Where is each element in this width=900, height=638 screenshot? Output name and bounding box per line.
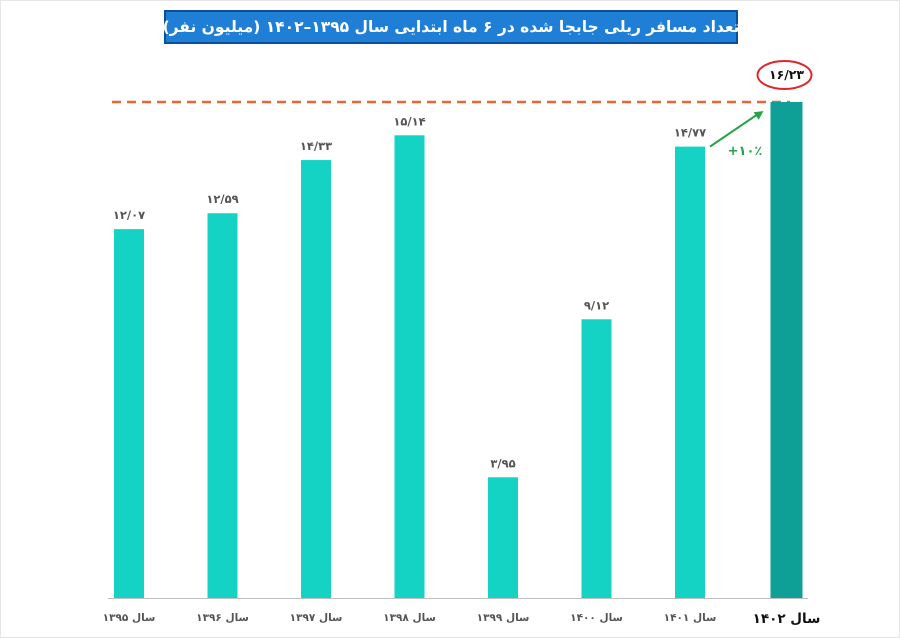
bar [114, 229, 144, 598]
bar [301, 160, 331, 598]
bar-value-label: ۱۵/۱۴ [393, 114, 425, 128]
highlight-bar [770, 102, 803, 598]
bar-value-label: ۱۲/۰۷ [113, 208, 145, 222]
growth-arrow-line [709, 112, 761, 148]
bar [207, 213, 238, 598]
bar-value-label: ۳/۹۵ [490, 456, 515, 470]
category-label: سال ۱۳۹۸ [383, 612, 436, 624]
highlight-category-label: سال ۱۴۰۲ [753, 611, 821, 627]
bar [394, 135, 425, 598]
bar [488, 477, 518, 598]
bar-value-label: ۱۲/۵۹ [206, 192, 238, 206]
category-label: سال ۱۳۹۵ [103, 612, 156, 624]
bar-value-label: ۱۴/۷۷ [674, 126, 706, 140]
growth-annotation: +۱۰٪ [728, 144, 763, 159]
title-banner: تعداد مسافر ریلی جابجا شده در ۶ ماه ابتد… [162, 10, 740, 44]
category-label: سال ۱۳۹۷ [290, 612, 343, 624]
highlight-value-label: ۱۶/۲۳ [769, 67, 804, 82]
bar [581, 319, 612, 598]
growth-arrow-head [753, 111, 764, 120]
category-label: سال ۱۳۹۶ [196, 612, 249, 624]
bar-value-label: ۹/۱۲ [584, 298, 609, 312]
bar-value-label: ۱۴/۳۳ [300, 139, 332, 153]
bar [675, 146, 705, 599]
chart-title: تعداد مسافر ریلی جابجا شده در ۶ ماه ابتد… [162, 18, 740, 36]
highlight-circle [756, 60, 813, 90]
category-label: سال ۱۴۰۱ [664, 612, 717, 624]
category-label: سال ۱۳۹۹ [477, 612, 530, 624]
category-label: سال ۱۴۰۰ [570, 612, 623, 624]
